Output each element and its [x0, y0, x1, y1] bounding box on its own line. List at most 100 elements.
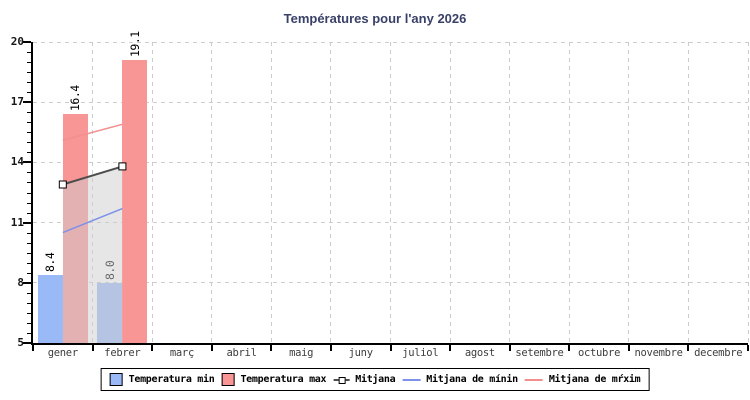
y-minor-tick [27, 52, 32, 54]
v-gridline [568, 42, 570, 343]
mitjana-de-m-xim-line [62, 123, 123, 142]
x-axis-tick [389, 345, 392, 351]
mitjana-square-marker-icon [338, 376, 346, 384]
y-minor-tick [27, 322, 32, 324]
month-label-juny: juny [348, 347, 373, 359]
month-label-decembre: decembre [694, 347, 743, 359]
v-gridline [151, 42, 153, 343]
y-minor-tick [27, 232, 32, 234]
mitjana-de-m-nin-line [62, 207, 123, 234]
x-axis-tick [687, 345, 690, 351]
bar-temperatura-max-febrer [122, 60, 148, 343]
chart-title: Températures pour l'any 2026 [283, 11, 467, 26]
x-axis-tick [91, 345, 94, 351]
legend-label: Mitjana de mŕxim [548, 374, 641, 385]
temperatura-max-swatch [221, 373, 235, 386]
y-minor-tick [27, 212, 32, 214]
v-gridline [687, 42, 689, 343]
x-axis-tick [270, 345, 273, 351]
legend-item-temperatura-min: Temperatura min [109, 373, 215, 386]
y-major-tick [23, 221, 31, 224]
mitjana-line [62, 165, 123, 186]
y-minor-tick [27, 292, 32, 294]
mitjana-marker [118, 162, 127, 171]
y-major-tick [23, 101, 31, 104]
y-major-tick [23, 41, 31, 43]
y-minor-tick [27, 252, 32, 254]
y-major-tick [23, 342, 31, 344]
y-minor-tick [27, 82, 32, 84]
y-minor-tick [27, 72, 32, 74]
x-axis-tick [627, 345, 630, 351]
mitjana-marker [58, 180, 67, 189]
v-gridline [390, 42, 391, 343]
month-label-setembre: setembre [515, 347, 564, 359]
y-tick-label: 14 [10, 155, 24, 169]
y-minor-tick [27, 202, 32, 204]
month-label-febrer: febrer [104, 347, 141, 359]
y-tick-label: 20 [10, 35, 24, 48]
y-minor-tick [27, 262, 32, 264]
y-minor-tick [27, 312, 32, 314]
y-minor-tick [27, 112, 32, 114]
x-axis-tick [329, 345, 332, 351]
legend-label: Temperatura min [128, 374, 215, 385]
y-tick-label: 11 [10, 215, 24, 229]
legend-item-mitjana: Mitjana [333, 374, 396, 385]
y-tick-label: 5 [17, 336, 24, 349]
mitjana-maxim-line-swatch [524, 378, 543, 381]
legend-label: Temperatura max [240, 374, 327, 385]
x-axis-tick [449, 345, 452, 351]
month-label-juliol: juliol [402, 347, 439, 359]
y-major-tick [23, 281, 31, 284]
legend-label: Mitjana [355, 374, 396, 385]
y-minor-tick [27, 152, 32, 154]
x-axis-tick [747, 345, 749, 351]
temperatura-min-swatch [109, 373, 123, 386]
month-label-mar-: març [169, 347, 194, 359]
x-axis-tick [508, 345, 511, 351]
y-minor-tick [27, 172, 32, 174]
legend: Temperatura min Temperatura max Mitjana … [100, 368, 650, 391]
y-minor-tick [27, 182, 32, 184]
y-minor-tick [27, 62, 32, 64]
v-gridline [747, 42, 749, 343]
v-gridline [628, 42, 630, 343]
mitjana-area [62, 166, 123, 343]
bar-temperatura-min-gener [37, 274, 63, 343]
month-label-agost: agost [464, 347, 495, 359]
y-minor-tick [27, 192, 32, 194]
v-gridline [330, 42, 332, 343]
v-gridline [509, 42, 511, 343]
month-label-gener: gener [47, 347, 78, 359]
y-major-tick [23, 161, 31, 164]
y-minor-tick [27, 92, 32, 94]
x-axis-tick [210, 345, 213, 351]
month-label-maig: maig [289, 347, 314, 359]
y-tick-label: 17 [10, 95, 24, 109]
y-minor-tick [27, 142, 32, 144]
x-axis-tick [568, 345, 571, 351]
y-axis-line [31, 42, 33, 345]
y-minor-tick [27, 332, 32, 334]
v-gridline [211, 42, 213, 343]
legend-item-mitjana-maxim: Mitjana de mŕxim [524, 374, 641, 385]
month-label-abril: abril [226, 347, 257, 359]
mitjana-marker-swatch [333, 374, 350, 385]
month-label-octubre: octubre [577, 347, 621, 359]
v-gridline [270, 42, 272, 343]
y-tick-label: 8 [17, 275, 24, 289]
y-minor-tick [27, 302, 32, 304]
legend-item-mitjana-minin: Mitjana de mínin [402, 374, 518, 385]
legend-label: Mitjana de mínin [426, 374, 518, 385]
y-minor-tick [27, 242, 32, 244]
v-gridline [449, 42, 451, 343]
month-label-novembre: novembre [634, 347, 683, 359]
y-minor-tick [27, 122, 32, 124]
y-minor-tick [27, 272, 32, 274]
x-axis-line [31, 343, 748, 345]
legend-item-temperatura-max: Temperatura max [221, 373, 327, 386]
